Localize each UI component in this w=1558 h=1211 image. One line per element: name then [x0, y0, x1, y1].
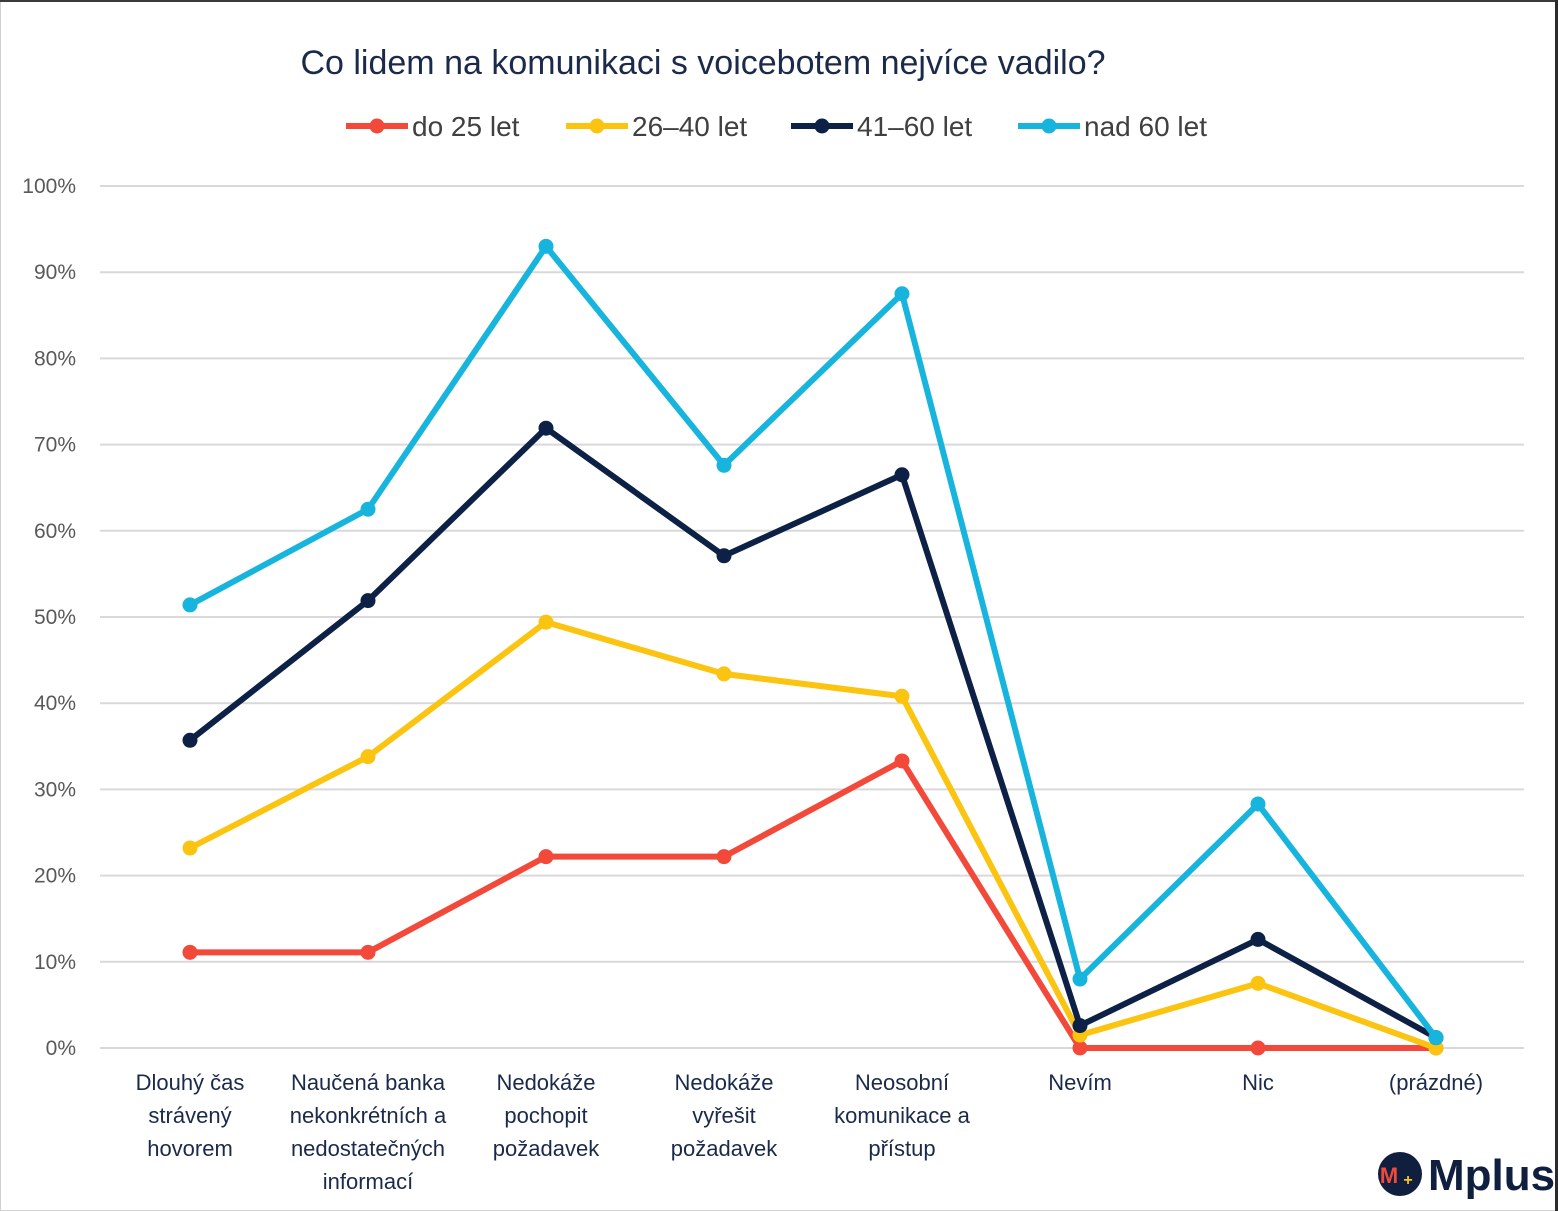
- y-tick-label: 20%: [34, 865, 76, 888]
- y-tick-label: 30%: [34, 778, 76, 801]
- x-tick-label: (prázdné): [1389, 1070, 1483, 1095]
- series-3: [182, 238, 1444, 1046]
- data-point: [538, 238, 554, 254]
- series-line: [187, 619, 1439, 1051]
- data-point: [716, 548, 732, 564]
- data-point: [1250, 975, 1266, 991]
- x-tick-label: Nevím: [1048, 1070, 1112, 1095]
- data-point: [182, 732, 198, 748]
- x-tick-label: Neosobní komunikace a přístup: [834, 1070, 971, 1161]
- series-line: [187, 757, 1439, 1051]
- data-point: [1428, 1040, 1444, 1056]
- legend-item: 26–40 let: [566, 111, 747, 142]
- top-edge: [0, 0, 1558, 2]
- y-tick-label: 10%: [34, 951, 76, 974]
- data-point: [182, 597, 198, 613]
- data-point: [1072, 971, 1088, 987]
- series-line: [187, 243, 1439, 1041]
- data-point: [1428, 1030, 1444, 1046]
- data-point: [1072, 1040, 1088, 1056]
- legend-marker: [1041, 118, 1057, 134]
- data-point: [894, 688, 910, 704]
- data-point: [360, 501, 376, 517]
- gridlines: [100, 185, 1524, 1049]
- logo-mark-icon: [1378, 1152, 1422, 1196]
- legend: do 25 let 26–40 let 41–60 let nad 60 let: [346, 111, 1207, 142]
- legend-item: 41–60 let: [791, 111, 972, 142]
- data-point: [538, 849, 554, 865]
- legend-label: nad 60 let: [1084, 111, 1207, 142]
- y-axis-ticks: 0% 10% 20% 30% 40% 50% 60% 70% 80% 90% 100%: [22, 175, 76, 1060]
- x-tick-label: Nedokáže vyřešit požadavek: [671, 1070, 778, 1161]
- legend-label: 26–40 let: [632, 111, 747, 142]
- right-edge: [1555, 0, 1558, 1211]
- legend-item: nad 60 let: [1018, 111, 1207, 142]
- data-point: [360, 593, 376, 609]
- y-tick-label: 60%: [34, 520, 76, 543]
- y-tick-label: 90%: [34, 261, 76, 284]
- y-tick-label: 50%: [34, 606, 76, 629]
- logo-mark-plus: +: [1403, 1172, 1412, 1189]
- y-tick-label: 40%: [34, 692, 76, 715]
- series-lines: [182, 238, 1444, 1056]
- legend-label: do 25 let: [412, 111, 520, 142]
- mplus-logo: M + Mplus: [1378, 1151, 1555, 1200]
- data-point: [360, 944, 376, 960]
- legend-marker: [369, 118, 385, 134]
- y-tick-label: 80%: [34, 347, 76, 370]
- data-point: [538, 420, 554, 436]
- data-point: [1250, 796, 1266, 812]
- legend-marker: [589, 118, 605, 134]
- x-axis-ticks: Dlouhý čas strávený hovorem Naučená banka ne…: [136, 1070, 1484, 1194]
- data-point: [716, 849, 732, 865]
- series-2: [182, 420, 1444, 1046]
- series-1: [182, 614, 1444, 1056]
- data-point: [716, 666, 732, 682]
- x-tick-label: Nic: [1242, 1070, 1274, 1095]
- x-tick-label: Nedokáže pochopit požadavek: [493, 1070, 600, 1161]
- data-point: [1072, 1018, 1088, 1034]
- logo-text: Mplus: [1428, 1151, 1555, 1200]
- data-point: [894, 753, 910, 769]
- logo-mark-m: M: [1380, 1163, 1398, 1188]
- x-tick-label: Dlouhý čas strávený hovorem: [136, 1070, 245, 1161]
- data-point: [538, 614, 554, 630]
- data-point: [716, 457, 732, 473]
- legend-marker: [814, 118, 830, 134]
- data-point: [894, 467, 910, 483]
- data-point: [182, 840, 198, 856]
- data-point: [182, 944, 198, 960]
- data-point: [894, 286, 910, 302]
- legend-item: do 25 let: [346, 111, 520, 142]
- x-tick-label: Naučená banka nekonkrétních a nedostatečný…: [290, 1070, 447, 1194]
- y-tick-label: 100%: [22, 175, 76, 198]
- series-line: [187, 425, 1439, 1041]
- data-point: [1250, 931, 1266, 947]
- legend-label: 41–60 let: [857, 111, 972, 142]
- data-point: [1250, 1040, 1266, 1056]
- data-point: [360, 749, 376, 765]
- y-tick-label: 70%: [34, 434, 76, 457]
- y-tick-label: 0%: [46, 1037, 76, 1060]
- chart-title: Co lidem na komunikaci s voicebotem nejv…: [300, 44, 1105, 82]
